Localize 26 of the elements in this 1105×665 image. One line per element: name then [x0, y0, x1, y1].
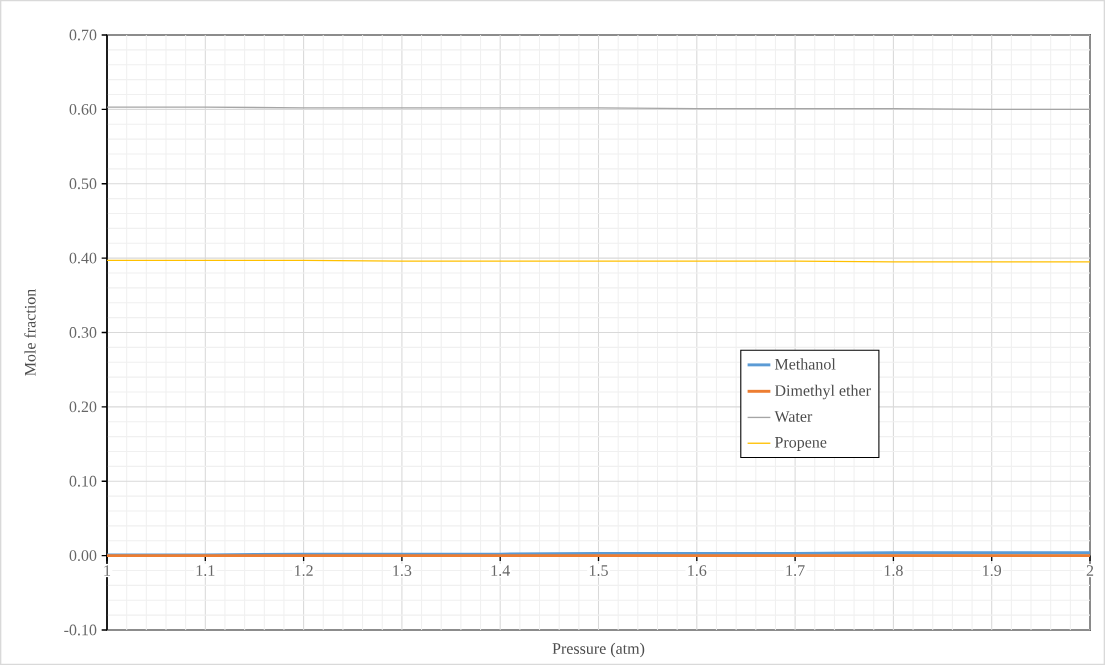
- x-axis-title: Pressure (atm): [552, 642, 645, 658]
- y-tick-label: 0.50: [69, 178, 97, 190]
- y-tick-label: 0.70: [69, 29, 97, 41]
- legend-label: Water: [774, 411, 813, 422]
- x-tick-label: 1.5: [589, 565, 608, 577]
- y-tick-label: -0.10: [64, 624, 97, 636]
- x-tick-label: 1.2: [295, 565, 313, 577]
- legend-label: Propene: [774, 437, 827, 451]
- y-tick-label: 0.00: [69, 550, 97, 562]
- x-tick-label: 2: [1086, 565, 1094, 576]
- x-tick-label: 1.1: [196, 565, 215, 577]
- x-tick-label: 1: [104, 565, 111, 576]
- y-axis-title: Mole fraction: [24, 288, 36, 376]
- y-tick-label: 0.60: [69, 103, 97, 115]
- x-tick-label: 1.9: [983, 565, 1002, 577]
- x-tick-label: 1.7: [786, 565, 805, 577]
- x-tick-label: 1.3: [393, 565, 412, 577]
- y-tick-label: 0.40: [69, 252, 97, 264]
- legend-label: Dimethyl ether: [774, 384, 871, 400]
- x-tick-label: 1.8: [884, 565, 903, 577]
- y-tick-label: 0.30: [69, 327, 97, 338]
- x-tick-label: 1.6: [688, 565, 707, 577]
- y-tick-label: 0.20: [69, 401, 97, 413]
- y-tick-label: 0.10: [69, 475, 97, 487]
- x-tick-label: 1.4: [491, 565, 510, 577]
- legend-label: Methanol: [774, 358, 836, 370]
